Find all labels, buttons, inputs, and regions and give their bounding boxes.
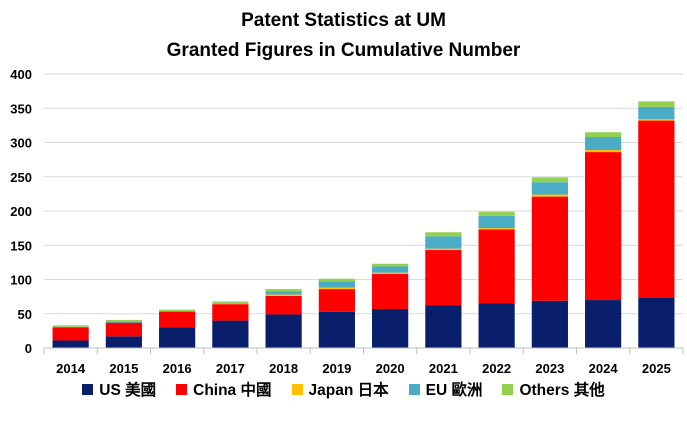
legend-item: US 美國 xyxy=(82,378,156,400)
bar-segment xyxy=(531,196,568,301)
bar-segment xyxy=(372,274,409,309)
bar-segment xyxy=(585,150,622,153)
bar-segment xyxy=(52,325,89,327)
x-tick-label: 2021 xyxy=(429,361,458,376)
bar-segment xyxy=(318,311,355,348)
bar-segment xyxy=(212,301,249,303)
chart-title: Patent Statistics at UM xyxy=(241,10,446,31)
bar-segment xyxy=(585,152,622,301)
x-tick-label: 2025 xyxy=(642,361,671,376)
bar-segment xyxy=(638,297,675,348)
bar-segment xyxy=(159,311,196,328)
bar-segment xyxy=(638,119,675,121)
x-tick-label: 2016 xyxy=(163,361,192,376)
bar-segment xyxy=(318,278,355,282)
legend-swatch xyxy=(408,383,420,395)
y-tick-label: 350 xyxy=(10,101,32,116)
x-tick-label: 2022 xyxy=(482,361,511,376)
bar-segment xyxy=(105,319,142,322)
legend-label: Japan 日本 xyxy=(308,382,389,399)
y-tick-label: 0 xyxy=(25,341,32,356)
bar-segment xyxy=(372,266,409,273)
bar-segment xyxy=(638,106,675,120)
x-tick-label: 2018 xyxy=(269,361,298,376)
bar-segment xyxy=(372,272,409,275)
bar-segment xyxy=(478,229,515,304)
bar-segment xyxy=(638,120,675,298)
x-tick-label: 2024 xyxy=(589,361,619,376)
legend-swatch xyxy=(502,383,514,395)
legend-item: China 中國 xyxy=(176,378,272,400)
legend-item: Others 其他 xyxy=(502,378,605,400)
legend-item: Japan 日本 xyxy=(291,378,389,400)
bar-segment xyxy=(212,302,249,304)
bar-segment xyxy=(531,194,568,197)
bar-segment xyxy=(105,321,142,323)
bar-segment xyxy=(531,182,568,195)
bar-segment xyxy=(265,289,302,292)
bar-segment xyxy=(52,326,89,328)
bar-segment xyxy=(425,236,462,249)
y-tick-label: 100 xyxy=(10,273,32,288)
bar-segment xyxy=(478,211,515,216)
bar-segment xyxy=(478,215,515,229)
y-tick-label: 400 xyxy=(10,67,32,82)
y-tick-label: 50 xyxy=(18,307,32,322)
bar-segment xyxy=(372,263,409,267)
bar-segment xyxy=(212,320,249,348)
legend-swatch xyxy=(291,383,303,395)
bar-segment xyxy=(318,287,355,290)
bar-segment xyxy=(478,303,515,348)
x-tick-label: 2023 xyxy=(535,361,564,376)
x-tick-label: 2019 xyxy=(322,361,351,376)
x-tick-label: 2015 xyxy=(109,361,138,376)
legend-label: China 中國 xyxy=(193,382,272,399)
bar-segment xyxy=(265,294,302,296)
legend-label: US 美國 xyxy=(99,382,157,399)
bar-segment xyxy=(425,232,462,237)
bar-segment xyxy=(425,305,462,348)
y-tick-label: 200 xyxy=(10,204,32,219)
x-tick-label: 2017 xyxy=(216,361,245,376)
y-tick-label: 150 xyxy=(10,238,32,253)
bar-segment xyxy=(265,314,302,348)
bar-segment xyxy=(531,177,568,183)
bar-segment xyxy=(105,336,142,348)
bar-segment xyxy=(52,327,89,341)
bar-segment xyxy=(585,300,622,348)
bar-segment xyxy=(585,137,622,151)
bar-segment xyxy=(265,291,302,295)
bar-segment xyxy=(212,303,249,305)
bar-segment xyxy=(372,308,409,348)
x-tick-label: 2020 xyxy=(376,361,405,376)
legend-item: EU 歐洲 xyxy=(408,378,483,400)
bar-segment xyxy=(159,309,196,312)
bar-segment xyxy=(318,289,355,312)
bar-segment xyxy=(105,322,142,337)
bar-segment xyxy=(531,300,568,348)
bar-segment xyxy=(425,248,462,251)
legend-swatch xyxy=(176,383,188,395)
bar-segment xyxy=(159,311,196,312)
bar-segment xyxy=(585,132,622,138)
bar-segment xyxy=(318,281,355,288)
legend-swatch xyxy=(82,383,94,395)
legend-label: EU 歐洲 xyxy=(425,382,483,399)
chart-subtitle: Granted Figures in Cumulative Number xyxy=(166,40,521,61)
x-tick-label: 2014 xyxy=(56,361,86,376)
bar-segment xyxy=(478,228,515,230)
chart-legend: US 美國 China 中國 Japan 日本 EU 歐洲 Others 其他 xyxy=(0,378,687,400)
bar-segment xyxy=(212,304,249,321)
y-tick-label: 250 xyxy=(10,170,32,185)
bar-segment xyxy=(638,101,675,107)
bar-segment xyxy=(425,250,462,306)
bar-segment xyxy=(52,340,89,348)
bar-segment xyxy=(265,295,302,315)
bar-segment xyxy=(159,327,196,348)
y-tick-label: 300 xyxy=(10,136,32,151)
legend-label: Others 其他 xyxy=(519,382,605,399)
